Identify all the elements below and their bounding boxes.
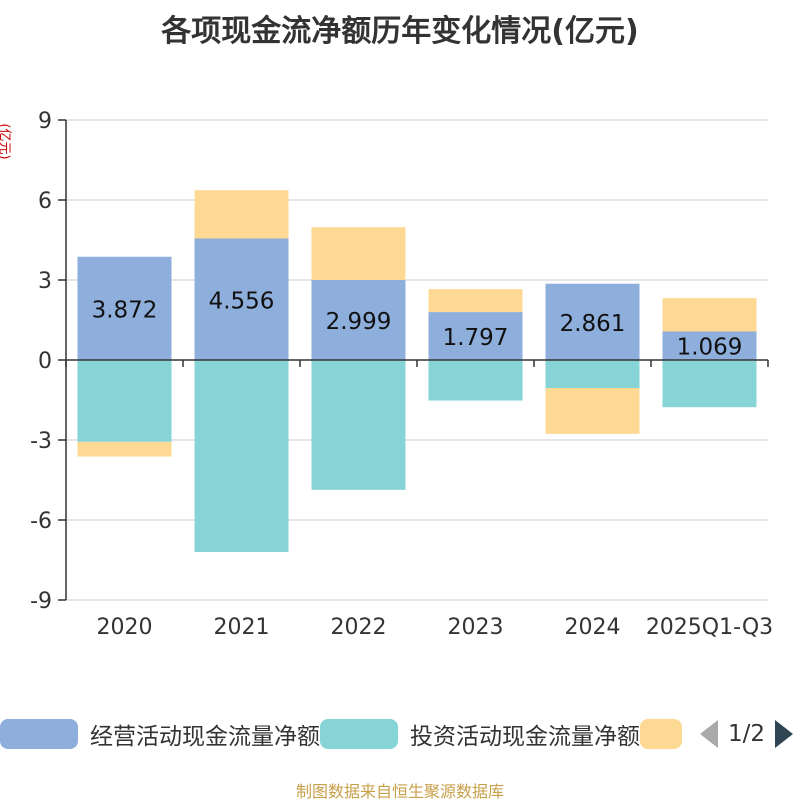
legend-next-page-icon[interactable] [775,720,794,748]
legend-swatch-operating [0,719,78,749]
x-category-label: 2022 [331,615,387,640]
x-category-label: 2025Q1-Q3 [646,615,773,640]
y-tick-label: -3 [30,429,52,454]
bar-operating [662,331,757,360]
data-label: 4.556 [209,288,275,314]
legend-label-investing: 投资活动现金流量净额 [410,724,640,750]
legend-label-operating: 经营活动现金流量净额 [90,724,320,750]
bar-financing [77,441,172,457]
legend-page-indicator: 1/2 [728,721,766,747]
bar-financing [545,388,640,434]
y-tick-label: 3 [38,269,52,294]
bar-investing [662,360,757,408]
legend-item-operating[interactable]: 经营活动现金流量净额 [0,716,320,752]
data-source-note: 制图数据来自恒生聚源数据库 [295,782,504,801]
data-label: 3.872 [92,297,158,323]
data-label: 1.797 [443,325,509,351]
legend-item-financing[interactable] [640,716,682,752]
bar-operating [311,280,406,360]
bar-financing [194,190,289,239]
y-tick-label: -6 [30,509,52,534]
data-label: 2.999 [326,309,392,335]
data-label: 2.861 [560,311,626,337]
bar-operating [194,238,289,360]
bar-investing [194,360,289,552]
bar-operating [428,312,523,360]
bar-operating [545,283,640,360]
stacked-bar-chart: 9 6 3 0 -3 -6 -9 3.872 4.556 2.999 1.797 2.861 1.069… [30,109,773,640]
bar-investing [545,360,640,388]
bar-financing [311,227,406,281]
x-category-label: 2020 [97,615,153,640]
bar-investing [428,360,523,401]
y-tick-label: 9 [38,109,52,134]
y-tick-label: 6 [38,189,52,214]
x-category-label: 2023 [448,615,504,640]
bar-financing [662,298,757,332]
bar-investing [311,360,406,490]
legend: 经营活动现金流量净额 投资活动现金流量净额 1/2 [0,716,800,756]
bar-operating [77,256,172,360]
legend-swatch-financing [640,719,682,749]
chart-title: 各项现金流净额历年变化情况(亿元) [161,14,639,49]
legend-prev-page-icon[interactable] [700,720,718,748]
x-category-label: 2021 [214,615,270,640]
x-category-label: 2024 [565,615,621,640]
legend-pager: 1/2 [700,716,794,752]
legend-item-investing[interactable]: 投资活动现金流量净额 [320,716,640,752]
bar-investing [77,360,172,442]
y-tick-label: -9 [30,589,52,614]
bar-financing [428,289,523,313]
data-label: 1.069 [677,335,743,361]
legend-swatch-investing [320,719,398,749]
y-tick-label: 0 [38,349,52,374]
